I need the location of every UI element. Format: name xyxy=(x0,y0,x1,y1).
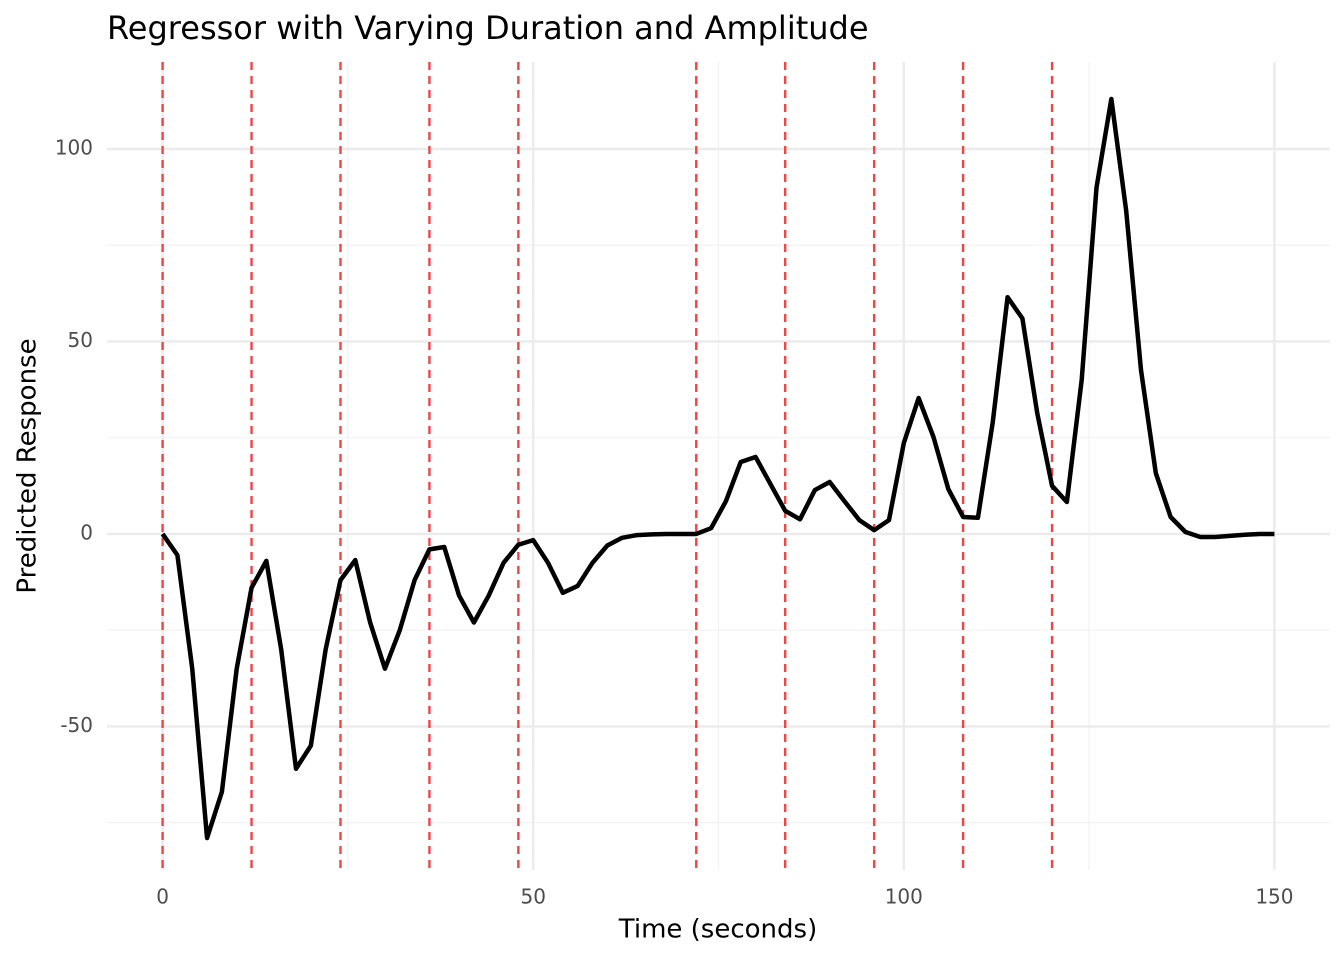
y-tick-label: 50 xyxy=(68,328,93,352)
x-tick-label: 100 xyxy=(885,885,923,909)
y-axis-title: Predicted Response xyxy=(13,338,43,593)
y-tick-label: 100 xyxy=(55,135,93,159)
data-line xyxy=(160,96,1275,841)
chart-title: Regressor with Varying Duration and Ampl… xyxy=(107,9,869,47)
x-tick-label: 150 xyxy=(1255,885,1293,909)
y-tick-label: 0 xyxy=(80,520,93,544)
y-tick-label: -50 xyxy=(60,713,93,737)
x-tick-label: 0 xyxy=(156,885,169,909)
x-axis-title: Time (seconds) xyxy=(618,915,817,945)
x-tick-label: 50 xyxy=(520,885,545,909)
